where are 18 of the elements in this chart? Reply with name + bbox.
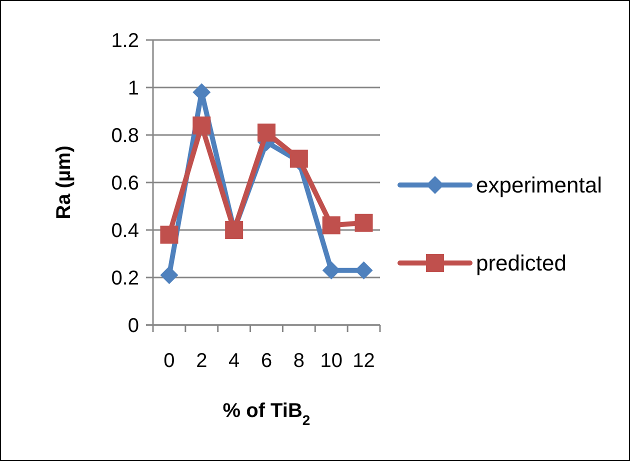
x-tick-label: 10 [320,350,342,372]
y-tick-label: 1.2 [111,30,139,52]
legend-label: predicted [476,250,567,276]
y-tick-label: 0.4 [111,220,139,242]
x-tick-label: 2 [196,350,208,372]
legend-label: experimental [476,172,602,198]
y-tick-label: 0.8 [111,125,139,147]
x-tick-label: 8 [293,350,304,372]
x-axis-title: % of TiB$_{2}$ [222,400,310,428]
y-tick-label: 0 [128,315,139,337]
x-tick-label: 12 [352,350,375,372]
x-tick-label: 6 [260,350,272,372]
y-tick-label: 0.6 [111,172,139,194]
x-tick-label: 4 [228,350,240,372]
y-tick-label: 1 [128,78,139,100]
y-tick-label: 0.2 [111,268,139,290]
y-axis-title: Ra (µm) [53,146,75,220]
x-tick-label: 0 [164,350,175,372]
